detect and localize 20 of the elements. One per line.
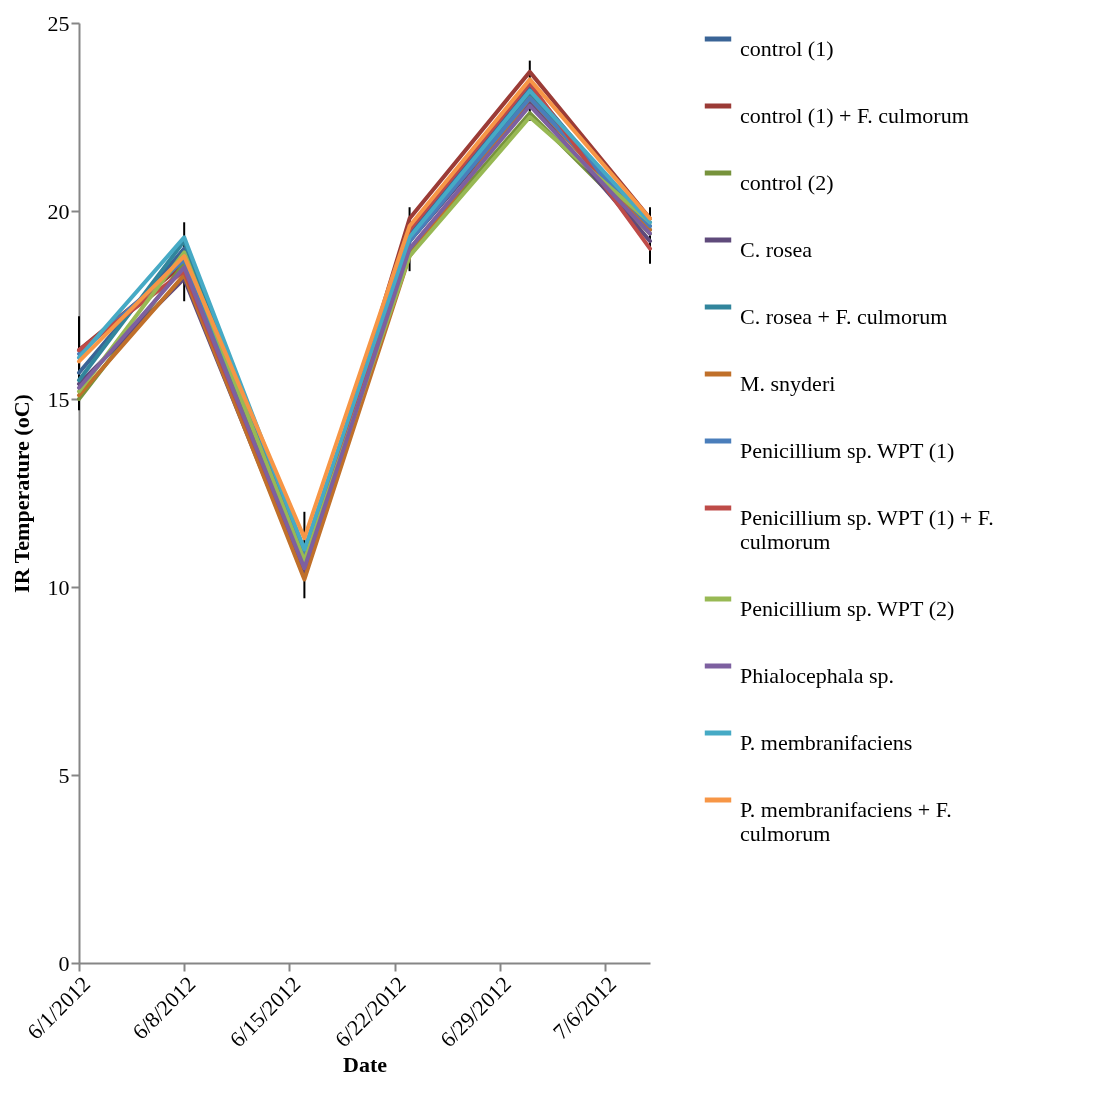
y-tick-label: 20 (47, 198, 70, 224)
legend-label: Penicillium sp. WPT (2) (740, 596, 955, 621)
legend-label: control (1) (740, 36, 834, 61)
legend-label: Penicillium sp. WPT (1) + F. culmorum (740, 505, 994, 554)
legend-label: control (1) + F. culmorum (740, 103, 969, 128)
legend-label: P. membranifaciens + F. culmorum (740, 797, 952, 846)
x-axis-title: Date (343, 1052, 388, 1078)
legend-label: P. membranifaciens (740, 730, 913, 755)
legend-label: M. snyderi (740, 371, 836, 396)
y-tick-label: 25 (47, 10, 70, 36)
y-tick-label: 10 (47, 574, 70, 600)
y-axis-title: IR Temperature (oC) (8, 394, 34, 593)
legend-label: Penicillium sp. WPT (1) (740, 438, 955, 463)
y-tick-label: 15 (47, 386, 70, 412)
legend-label: C. rosea + F. culmorum (740, 304, 948, 329)
legend-label: C. rosea (740, 237, 813, 262)
y-tick-label: 5 (58, 762, 70, 788)
legend-label: control (2) (740, 170, 834, 195)
y-tick-label: 0 (58, 950, 70, 976)
legend-label: Phialocephala sp. (740, 663, 894, 688)
